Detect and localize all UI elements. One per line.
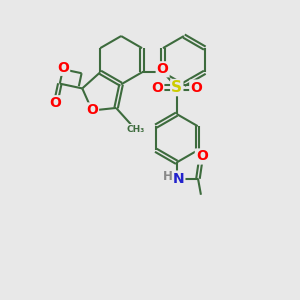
Text: N: N xyxy=(173,172,184,186)
Text: CH₃: CH₃ xyxy=(126,125,144,134)
Text: O: O xyxy=(152,81,163,94)
Text: O: O xyxy=(50,96,62,110)
Text: S: S xyxy=(171,80,182,95)
Text: CH₃: CH₃ xyxy=(126,125,144,134)
Text: O: O xyxy=(157,62,169,76)
Text: O: O xyxy=(190,81,202,94)
Text: O: O xyxy=(57,61,69,75)
Text: H: H xyxy=(162,170,172,183)
Text: O: O xyxy=(86,103,98,118)
Text: O: O xyxy=(196,149,208,164)
